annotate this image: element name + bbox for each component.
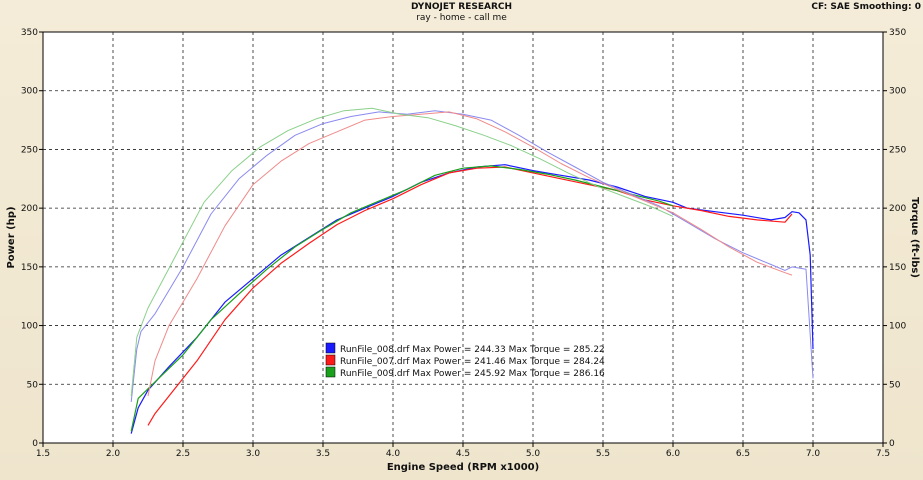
chart-settings: CF: SAE Smoothing: 0 xyxy=(811,2,921,12)
x-tick-label: 3.5 xyxy=(316,449,330,459)
legend-swatch xyxy=(325,342,336,354)
x-tick-label: 5.5 xyxy=(596,449,610,459)
y-tick-label-left: 0 xyxy=(32,439,38,449)
series-line-power-2 xyxy=(130,165,674,432)
chart-title: DYNOJET RESEARCH xyxy=(410,2,513,12)
y-axis-label-left: Power (hp) xyxy=(6,206,17,268)
x-tick-label: 4.5 xyxy=(456,449,470,459)
y-tick-label-right: 0 xyxy=(889,439,895,449)
legend-entry: RunFile_009.drf Max Power = 245.92 Max T… xyxy=(340,369,605,379)
x-tick-label: 1.5 xyxy=(36,449,50,459)
legend-entry: RunFile_007.drf Max Power = 241.46 Max T… xyxy=(340,357,605,367)
y-tick-label-right: 100 xyxy=(889,322,906,332)
legend-swatch xyxy=(325,366,336,378)
y-tick-label-left: 350 xyxy=(21,28,38,38)
y-tick-label-right: 150 xyxy=(889,263,906,273)
y-tick-label-left: 300 xyxy=(21,87,38,97)
series-line-power-0 xyxy=(130,164,814,434)
y-tick-label-right: 50 xyxy=(889,380,901,390)
y-tick-label-left: 50 xyxy=(27,380,39,390)
x-axis-label: Engine Speed (RPM x1000) xyxy=(387,462,539,473)
x-tick-label: 2.5 xyxy=(176,449,190,459)
x-tick-label: 7.0 xyxy=(806,449,821,459)
x-tick-label: 3.0 xyxy=(246,449,261,459)
y-tick-label-right: 250 xyxy=(889,145,906,155)
y-tick-label-right: 200 xyxy=(889,204,906,214)
x-tick-label: 2.0 xyxy=(106,449,121,459)
series-line-torque-5 xyxy=(130,107,674,397)
y-tick-label-left: 200 xyxy=(21,204,38,214)
series-line-torque-3 xyxy=(130,110,814,402)
x-tick-label: 6.5 xyxy=(736,449,750,459)
y-tick-label-left: 100 xyxy=(21,322,38,332)
y-tick-label-right: 350 xyxy=(889,28,906,38)
legend-entry: RunFile_008.drf Max Power = 244.33 Max T… xyxy=(340,345,605,355)
x-tick-label: 5.0 xyxy=(526,449,541,459)
y-tick-label-left: 150 xyxy=(21,263,38,273)
x-tick-label: 7.5 xyxy=(876,449,890,459)
x-tick-label: 4.0 xyxy=(386,449,401,459)
series-line-power-1 xyxy=(147,166,793,426)
y-tick-label-left: 250 xyxy=(21,145,38,155)
y-axis-label-right: Torque (ft-lbs) xyxy=(909,197,920,278)
chart-subtitle: ray - home - call me xyxy=(416,13,507,23)
series-line-torque-4 xyxy=(147,111,793,397)
y-tick-label-right: 300 xyxy=(889,87,906,97)
x-tick-label: 6.0 xyxy=(666,449,681,459)
legend-swatch xyxy=(325,354,336,366)
